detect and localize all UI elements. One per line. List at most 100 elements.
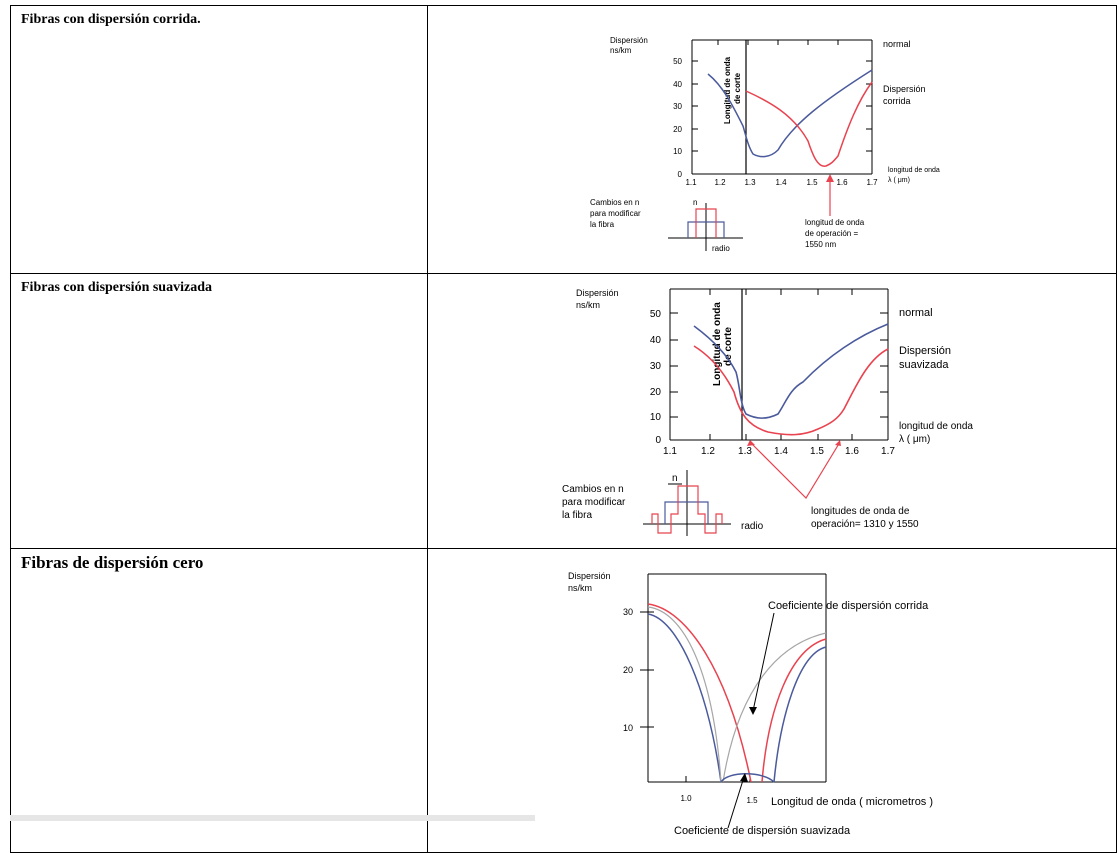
annotation-flattened: Coeficiente de dispersión suavizada — [674, 825, 851, 837]
operation-label: longitudes de onda de — [811, 506, 910, 517]
operation-label: 1550 nm — [805, 240, 836, 249]
arrow-head-icon — [835, 440, 841, 446]
x-tick: 1.5 — [810, 446, 824, 457]
profile-label: Cambios en n — [590, 198, 639, 207]
annotation-shifted: Coeficiente de dispersión corrida — [768, 600, 929, 612]
x-axis-label: Longitud de onda ( micrometros ) — [771, 796, 933, 808]
profile-label: para modificar — [590, 209, 641, 218]
y-axis-label: Dispersión — [576, 288, 619, 298]
x-tick: 1.5 — [806, 178, 818, 187]
arrow-head-icon — [740, 773, 748, 782]
x-tick: 1.7 — [866, 178, 878, 187]
y-tick: 20 — [673, 125, 682, 134]
legend-shifted: Dispersión — [883, 84, 926, 94]
row-label: Fibras de dispersión cero — [21, 553, 204, 572]
x-tick: 1.4 — [775, 178, 787, 187]
profile-label: la fibra — [590, 220, 615, 229]
x-tick: 1.7 — [881, 446, 895, 457]
gray-dispersion-curve — [647, 606, 722, 783]
figure-cell: Dispersión ns/km — [427, 5, 1117, 274]
y-tick: 30 — [623, 607, 633, 617]
profile-label: la fibra — [562, 510, 592, 521]
cutoff-label: de corte — [733, 72, 742, 104]
profile-label: para modificar — [562, 497, 626, 508]
x-axis-label: longitud de onda — [899, 421, 973, 432]
x-tick: 1.3 — [738, 446, 752, 457]
y-tick: 50 — [673, 57, 682, 66]
y-tick: 40 — [650, 335, 662, 346]
y-tick: 10 — [673, 147, 682, 156]
x-tick: 1.5 — [746, 796, 758, 805]
legend-normal: normal — [883, 39, 911, 49]
normal-dispersion-curve — [707, 69, 873, 158]
y-tick: 0 — [678, 170, 683, 179]
legend-flattened: suavizada — [899, 359, 949, 371]
arrow-head-icon — [749, 707, 757, 715]
flattened-dispersion-curve — [720, 773, 775, 783]
dispersion-flattened-figure: Dispersión ns/km — [562, 288, 973, 536]
profile-radius-label: radio — [712, 244, 730, 253]
dispersion-shifted-figure: Dispersión ns/km — [590, 36, 940, 253]
scroll-divider — [10, 815, 535, 821]
profile-shifted-shape — [695, 208, 717, 238]
cutoff-label: de corte — [723, 327, 734, 366]
row-label: Fibras con dispersión suavizada — [21, 280, 212, 295]
x-axis-unit: λ ( μm) — [888, 177, 910, 184]
y-axis-label: Dispersión — [568, 571, 611, 581]
x-tick: 1.0 — [680, 794, 692, 803]
y-tick: 30 — [650, 361, 662, 372]
y-tick: 10 — [650, 412, 662, 423]
table-row: Fibras de dispersión cero Dispersión ns/… — [10, 548, 1117, 853]
profile-flattened-shape — [651, 485, 723, 534]
x-tick: 1.4 — [774, 446, 788, 457]
y-tick: 0 — [655, 435, 661, 446]
profile-n-label: n — [693, 198, 697, 207]
x-tick: 1.6 — [845, 446, 859, 457]
arrow-head-icon — [747, 440, 755, 446]
annotation-pointer — [752, 612, 775, 712]
shifted-dispersion-curve — [745, 81, 873, 167]
shifted-dispersion-curve-left — [647, 603, 752, 783]
x-axis-label: longitud de onda — [888, 167, 940, 174]
y-axis-unit: ns/km — [610, 46, 632, 55]
fiber-types-table: Fibras con dispersión corrida. Dispersió… — [10, 5, 1117, 853]
arrow-head-icon — [826, 174, 834, 182]
figure-cell: Dispersión ns/km 10 20 30 1 — [427, 548, 1117, 853]
cutoff-label: Longitud de onda — [723, 56, 732, 124]
profile-label: Cambios en n — [562, 484, 624, 495]
zero-dispersion-figure: Dispersión ns/km 10 20 30 1 — [568, 571, 933, 837]
operation-arrows — [749, 441, 841, 499]
normal-dispersion-curve — [693, 323, 889, 419]
row-label-cell: Fibras con dispersión corrida. — [10, 5, 428, 274]
y-tick: 20 — [623, 665, 633, 675]
legend-flattened: Dispersión — [899, 345, 951, 357]
x-tick: 1.1 — [685, 178, 697, 187]
y-tick: 30 — [673, 102, 682, 111]
legend-normal: normal — [899, 307, 933, 319]
y-axis-unit: ns/km — [576, 300, 600, 310]
operation-label: longitud de onda — [805, 218, 865, 227]
row-label-cell: Fibras con dispersión suavizada — [10, 273, 428, 549]
profile-n-label: n — [672, 473, 678, 484]
y-axis-label: Dispersión — [610, 36, 648, 45]
shifted-dispersion-curve-right — [761, 638, 827, 783]
x-tick: 1.3 — [744, 178, 756, 187]
gray-dispersion-curve — [722, 632, 827, 783]
x-axis-unit: λ ( μm) — [899, 434, 930, 445]
legend-shifted: corrida — [883, 96, 911, 106]
operation-label: de operación = — [805, 229, 858, 238]
flattened-dispersion-curve — [693, 345, 889, 436]
figure-cell: Dispersión ns/km — [427, 273, 1117, 549]
profile-normal-shape — [664, 501, 709, 524]
x-tick: 1.2 — [714, 178, 726, 187]
profile-radius-label: radio — [741, 521, 764, 532]
table-row: Fibras con dispersión corrida. Dispersió… — [10, 5, 1117, 274]
x-tick: 1.2 — [701, 446, 715, 457]
x-tick: 1.6 — [836, 178, 848, 187]
y-axis-unit: ns/km — [568, 583, 592, 593]
row-label-cell: Fibras de dispersión cero — [10, 548, 428, 853]
y-tick: 20 — [650, 387, 662, 398]
row-label: Fibras con dispersión corrida. — [21, 12, 201, 27]
profile-normal-shape — [687, 221, 725, 238]
annotation-pointer — [727, 776, 745, 829]
